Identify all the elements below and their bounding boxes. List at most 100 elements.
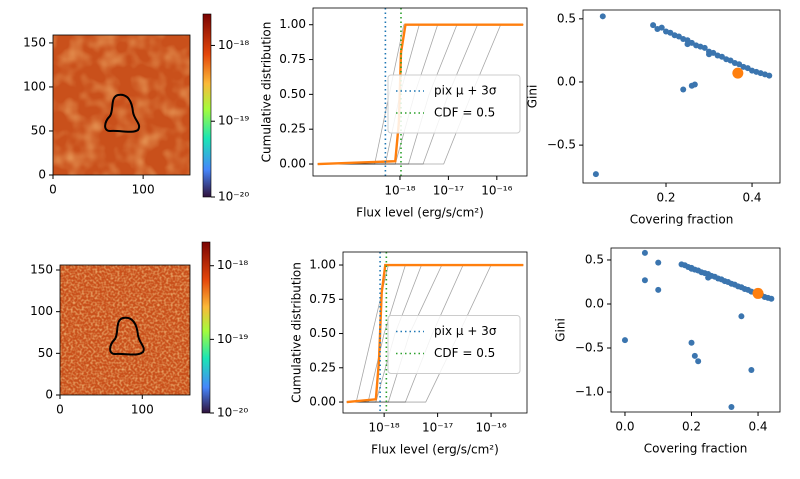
x-axis-label: Covering fraction bbox=[630, 213, 734, 227]
y-tick-label: −1.0 bbox=[575, 385, 604, 399]
y-tick-label: 1.00 bbox=[309, 258, 336, 272]
scatter-point bbox=[599, 13, 606, 20]
scatter-point bbox=[684, 41, 691, 48]
heatmap-texture bbox=[53, 35, 190, 175]
scatter-point bbox=[641, 277, 648, 284]
y-axis-label: Gini bbox=[526, 85, 540, 109]
scatter-point bbox=[705, 274, 712, 281]
colorbar-tick-label: 10⁻¹⁹ bbox=[218, 114, 249, 128]
scatter-point bbox=[688, 265, 695, 272]
colorbar-tick-label: 10⁻¹⁹ bbox=[217, 332, 248, 346]
x-tick-label: 0.4 bbox=[748, 420, 767, 434]
cdf-line bbox=[346, 263, 524, 404]
y-tick-label: 100 bbox=[23, 79, 46, 93]
y-axis-label: Cumulative distribution bbox=[290, 262, 304, 403]
contour bbox=[109, 316, 145, 356]
y-tick-label: 1.00 bbox=[279, 17, 306, 31]
axes-frame bbox=[610, 247, 781, 413]
x-tick-label: 10⁻¹⁸ bbox=[384, 184, 415, 198]
legend-label: CDF = 0.5 bbox=[434, 346, 495, 360]
x-tick-label: 0.2 bbox=[682, 420, 701, 434]
colorbar-tick-label: 10⁻²⁰ bbox=[218, 190, 249, 204]
scatter-point bbox=[766, 72, 773, 79]
plot-area: 0 100 0 50 100 150 10⁻¹⁸ 10⁻¹⁹ 10⁻²⁰ 10⁻¹⁸ 10⁻¹⁷ 10… bbox=[23, 7, 781, 457]
colorbar-tick-label: 10⁻²⁰ bbox=[217, 406, 248, 420]
heatmap-texture bbox=[60, 265, 190, 395]
scatter-point bbox=[688, 82, 695, 89]
scatter-point bbox=[768, 295, 775, 302]
y-tick-label: 0 bbox=[38, 168, 46, 182]
y-tick-label: 0.0 bbox=[585, 296, 604, 310]
scatter-point bbox=[728, 403, 735, 410]
x-tick-label: 0.0 bbox=[615, 420, 634, 434]
y-tick-label: 100 bbox=[30, 304, 53, 318]
x-axis-label: Covering fraction bbox=[644, 442, 748, 456]
y-tick-label: 50 bbox=[31, 123, 46, 137]
legend-label: pix μ + 3σ bbox=[434, 324, 497, 338]
y-tick-label: 0.50 bbox=[279, 87, 306, 101]
axes-frame bbox=[59, 264, 191, 396]
x-tick-label: 10⁻¹⁷ bbox=[433, 184, 464, 198]
y-tick-label: 0.25 bbox=[279, 122, 306, 136]
y-tick-label: 0.50 bbox=[309, 326, 336, 340]
y-tick-label: 50 bbox=[38, 346, 53, 360]
scatter-point bbox=[701, 44, 708, 51]
legend bbox=[387, 315, 521, 374]
y-tick-label: 0 bbox=[45, 388, 53, 402]
scatter-point bbox=[641, 249, 648, 256]
scatter-point bbox=[655, 286, 662, 293]
y-tick-label: 0.25 bbox=[309, 360, 336, 374]
x-tick-label: 100 bbox=[132, 183, 155, 197]
scatter-point bbox=[691, 352, 698, 359]
y-tick-label: 0.5 bbox=[557, 11, 576, 25]
axes-frame bbox=[52, 34, 191, 176]
legend bbox=[387, 74, 521, 134]
y-tick-label: 150 bbox=[23, 35, 46, 49]
scatter-point bbox=[695, 358, 702, 365]
axes-frame bbox=[312, 7, 528, 177]
colorbar-tick-label: 10⁻¹⁸ bbox=[217, 258, 248, 272]
scatter-point bbox=[748, 367, 755, 374]
scatter-point bbox=[688, 339, 695, 346]
x-tick-label: 100 bbox=[131, 403, 154, 417]
legend-label: CDF = 0.5 bbox=[434, 106, 495, 120]
contour bbox=[104, 93, 141, 133]
scatter-point bbox=[621, 337, 628, 344]
x-tick-label: 10⁻¹⁷ bbox=[422, 421, 453, 435]
x-tick-label: 10⁻¹⁸ bbox=[369, 421, 400, 435]
colorbar-tick-label: 10⁻¹⁸ bbox=[218, 38, 249, 52]
x-tick-label: 0.4 bbox=[742, 191, 761, 205]
colorbar bbox=[202, 13, 212, 198]
x-axis-label: Flux level (erg/s/cm²) bbox=[371, 443, 499, 457]
y-tick-label: 150 bbox=[30, 263, 53, 277]
scatter-point bbox=[752, 287, 764, 299]
legend-label: pix μ + 3σ bbox=[434, 84, 497, 98]
y-tick-label: −0.5 bbox=[547, 138, 576, 152]
y-tick-label: 0.00 bbox=[309, 395, 336, 409]
y-axis-label: Gini bbox=[554, 318, 568, 342]
x-tick-label: 10⁻¹⁶ bbox=[475, 421, 506, 435]
colorbar bbox=[201, 241, 211, 414]
scatter-point bbox=[738, 313, 745, 320]
scatter-point bbox=[650, 22, 657, 29]
scatter-point bbox=[732, 67, 744, 79]
x-tick-label: 0 bbox=[56, 403, 64, 417]
scatter-point bbox=[592, 171, 599, 178]
x-axis-label: Flux level (erg/s/cm²) bbox=[356, 206, 484, 220]
scatter-point bbox=[655, 259, 662, 266]
y-tick-label: 0.75 bbox=[279, 52, 306, 66]
y-tick-label: 0.0 bbox=[557, 74, 576, 88]
y-tick-label: 0.75 bbox=[309, 292, 336, 306]
y-tick-label: 0.5 bbox=[585, 252, 604, 266]
scatter-point bbox=[658, 24, 665, 31]
scatter-point bbox=[680, 86, 687, 93]
axes-frame bbox=[342, 251, 528, 414]
scatter-point bbox=[706, 51, 713, 58]
x-tick-label: 0 bbox=[49, 183, 57, 197]
y-tick-label: 0.00 bbox=[279, 157, 306, 171]
y-axis-label: Cumulative distribution bbox=[260, 22, 274, 163]
x-tick-label: 0.2 bbox=[656, 191, 675, 205]
axes-frame bbox=[582, 9, 781, 184]
y-tick-label: −0.5 bbox=[575, 341, 604, 355]
